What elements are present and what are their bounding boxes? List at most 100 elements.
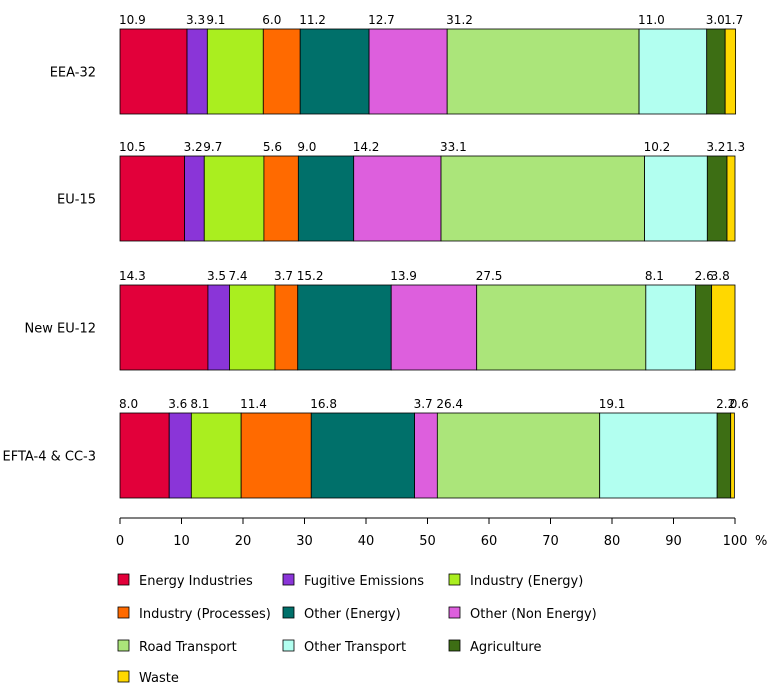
x-tick-label: 60 (481, 534, 498, 549)
data-label: 3.3 (186, 13, 205, 27)
data-label: 12.7 (368, 13, 395, 27)
x-tick-label: 10 (173, 534, 190, 549)
bar-segment-energy-industries (119, 412, 170, 499)
legend-item-industry-energy: Industry (Energy) (448, 573, 583, 589)
bar-row-new-eu-12: New EU-12 14.3 3.5 7.4 3.7 15.2 13.9 27.5 8.1 2.6… (25, 269, 736, 371)
legend-swatch (282, 639, 295, 652)
bar-segment-industry-energy (190, 412, 242, 499)
bar-segment-energy-industries (119, 284, 209, 371)
data-label: 31.2 (446, 13, 473, 27)
bar-segment-industry-energy (206, 28, 264, 115)
data-label: 3.7 (274, 269, 293, 283)
legend-label: Other (Energy) (304, 607, 401, 622)
data-label: 13.9 (390, 269, 417, 283)
bar-segment-industry-energy (229, 284, 276, 371)
bar-segment-industry-processes (263, 155, 299, 242)
legend-swatch (282, 573, 295, 586)
legend-swatch (117, 639, 130, 652)
data-label: 2.2 (716, 397, 735, 411)
bar-row-eea-32: EEA-32 10.9 3.3 9.1 6.0 11.2 12.7 31.2 11.0 3.0 1.… (50, 13, 743, 115)
data-label: 6.0 (262, 13, 281, 27)
data-label: 3.7 (414, 397, 433, 411)
bar-segment-road-transport (440, 155, 645, 242)
legend-label: Waste (139, 671, 179, 685)
bar-segment-fugitive-emissions (207, 284, 230, 371)
x-tick-label: 90 (665, 534, 682, 549)
legend-item-industry-processes: Industry (Processes) (117, 606, 271, 622)
legend-item-agriculture: Agriculture (448, 639, 542, 655)
data-label: 3.5 (207, 269, 226, 283)
legend-label: Fugitive Emissions (304, 574, 424, 589)
legend-swatch (117, 606, 130, 619)
data-label: 1.7 (724, 13, 743, 27)
data-label: 0.6 (730, 397, 749, 411)
legend-item-other-transport: Other Transport (282, 639, 406, 655)
x-tick-label: 100 (723, 534, 748, 549)
bar-segment-agriculture (716, 412, 732, 499)
bar-segment-waste (711, 284, 736, 371)
bar-segment-agriculture (706, 28, 726, 115)
data-label: 27.5 (476, 269, 503, 283)
bar-segment-other-non-energy (353, 155, 442, 242)
data-label: 8.1 (645, 269, 664, 283)
data-label: 1.3 (726, 140, 745, 154)
bar-segment-other-transport (599, 412, 718, 499)
legend-item-road-transport: Road Transport (117, 639, 237, 655)
data-label: 33.1 (440, 140, 467, 154)
category-label: EEA-32 (50, 66, 96, 81)
bar-segment-industry-energy (203, 155, 265, 242)
bar-segment-other-energy (297, 284, 392, 371)
data-label: 8.0 (119, 397, 138, 411)
data-label: 3.8 (711, 269, 730, 283)
legend-item-energy-industries: Energy Industries (117, 573, 253, 589)
data-label: 3.2 (184, 140, 203, 154)
data-label: 14.3 (119, 269, 146, 283)
data-label: 16.8 (310, 397, 337, 411)
bar-segment-other-transport (645, 284, 697, 371)
legend-swatch (448, 606, 461, 619)
legend-swatch (282, 606, 295, 619)
legend-label: Industry (Energy) (470, 574, 583, 589)
x-tick-label: 40 (358, 534, 375, 549)
bar-segment-other-energy (310, 412, 415, 499)
bar-segment-other-non-energy (390, 284, 478, 371)
x-tick-label: 20 (235, 534, 252, 549)
data-label: 8.1 (190, 397, 209, 411)
legend-label: Other Transport (304, 640, 406, 655)
data-label: 5.6 (263, 140, 282, 154)
bar-segment-other-non-energy (414, 412, 438, 499)
data-label: 11.4 (240, 397, 267, 411)
legend-item-waste: Waste (117, 670, 179, 685)
bar-segment-industry-processes (240, 412, 312, 499)
data-label: 11.2 (299, 13, 326, 27)
legend-item-fugitive-emissions: Fugitive Emissions (282, 573, 424, 589)
bar-segment-other-energy (299, 28, 370, 115)
data-label: 9.0 (297, 140, 316, 154)
bar-segment-fugitive-emissions (168, 412, 192, 499)
bar-row-efta-4-cc-3: EFTA-4 & CC-3 8.0 3.6 8.1 11.4 16.8 3.7 26.4 19.… (3, 397, 749, 499)
data-label: 19.1 (599, 397, 626, 411)
x-tick-label: 70 (542, 534, 559, 549)
category-label: New EU-12 (25, 322, 96, 337)
data-label: 3.2 (706, 140, 725, 154)
bar-segment-fugitive-emissions (186, 28, 208, 115)
legend-label: Industry (Processes) (139, 607, 271, 622)
legend-item-other-non-energy: Other (Non Energy) (448, 606, 597, 622)
data-label: 3.0 (706, 13, 725, 27)
bar-segment-waste (724, 28, 737, 115)
x-tick-label: 0 (116, 534, 124, 549)
data-label: 10.2 (644, 140, 671, 154)
data-label: 14.2 (353, 140, 380, 154)
data-label: 2.6 (695, 269, 714, 283)
data-label: 9.7 (203, 140, 222, 154)
legend-label: Other (Non Energy) (470, 607, 597, 622)
data-label: 11.0 (638, 13, 665, 27)
bar-segment-other-transport (644, 155, 708, 242)
data-label: 26.4 (436, 397, 463, 411)
bar-segment-energy-industries (119, 28, 188, 115)
bar-segment-other-non-energy (368, 28, 448, 115)
legend-swatch (117, 670, 130, 683)
